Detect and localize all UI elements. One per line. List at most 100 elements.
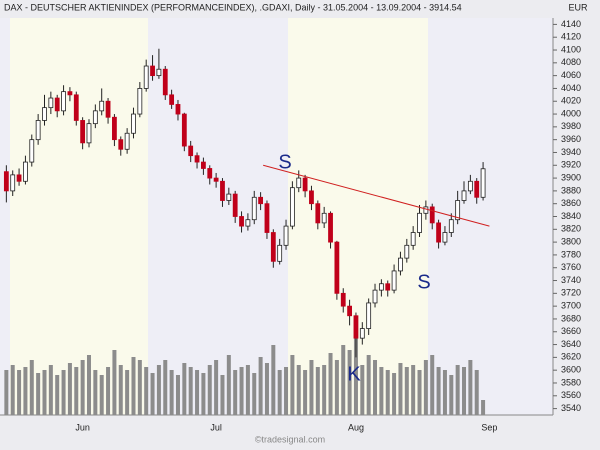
candle-body	[150, 65, 155, 77]
candle-body	[226, 193, 232, 201]
y-tick-label: 3560	[561, 390, 581, 400]
candle-body	[404, 244, 410, 259]
candle-body	[455, 200, 461, 221]
candle-body	[194, 155, 200, 163]
volume-bar	[182, 363, 187, 415]
candle-body	[328, 212, 333, 243]
candle-body	[131, 113, 136, 134]
volume-bar	[220, 375, 225, 415]
y-tick-label: 3700	[561, 301, 581, 311]
candle-body	[162, 68, 168, 96]
y-tick-label: 4080	[561, 57, 581, 67]
candle-body	[124, 132, 130, 150]
volume-bar	[290, 355, 295, 415]
candle-body	[188, 145, 194, 157]
volume-bar	[417, 370, 422, 415]
volume-bar	[411, 365, 416, 415]
candle-body	[105, 100, 111, 118]
y-tick-label: 3980	[561, 121, 581, 131]
credit: ©tradesignal.com	[255, 434, 325, 444]
candle-body	[391, 270, 397, 291]
candle-body	[213, 177, 219, 182]
volume-bar	[347, 350, 352, 415]
volume-bar	[61, 370, 66, 415]
candle-body	[137, 88, 143, 115]
y-tick-label: 3720	[561, 288, 581, 298]
y-tick-label: 4100	[561, 44, 581, 54]
y-tick-label: 4040	[561, 83, 581, 93]
volume-bar	[125, 370, 130, 415]
volume-bar	[392, 373, 397, 415]
y-tick-label: 4000	[561, 108, 581, 118]
candle-body	[48, 97, 54, 109]
volume-bar	[67, 363, 72, 415]
volume-bar	[430, 355, 435, 415]
volume-bar	[150, 373, 155, 415]
volume-bar	[207, 365, 212, 415]
y-tick-label: 3760	[561, 262, 581, 272]
volume-bar	[353, 320, 358, 415]
volume-bar	[10, 365, 15, 415]
candle-body	[309, 190, 314, 205]
y-tick-label: 4060	[561, 70, 581, 80]
candle-body	[16, 174, 22, 182]
candle-body	[99, 100, 105, 112]
volume-bar	[423, 360, 428, 415]
candle-body	[296, 177, 302, 189]
volume-bar	[322, 365, 327, 415]
candle-body	[289, 187, 295, 227]
candle-body	[80, 120, 86, 144]
volume-bar	[258, 357, 263, 415]
candle-body	[423, 206, 429, 214]
volume-bar	[341, 345, 346, 415]
y-tick-label: 3600	[561, 365, 581, 375]
y-tick-label: 3940	[561, 147, 581, 157]
candle-body	[321, 212, 327, 224]
volume-bar	[309, 360, 314, 415]
volume-bar	[442, 370, 447, 415]
candle-body	[143, 65, 149, 89]
y-tick-label: 4020	[561, 96, 581, 106]
candle-body	[61, 91, 66, 112]
candle-body	[398, 257, 403, 272]
volume-bar	[169, 370, 174, 415]
volume-bar	[360, 365, 365, 415]
candle-body	[23, 161, 28, 182]
candle-body	[86, 123, 92, 144]
candle-body	[359, 328, 365, 339]
candle-body	[429, 206, 435, 224]
volume-bar	[48, 365, 53, 415]
volume-bar	[42, 370, 47, 415]
volume-bar	[334, 360, 339, 415]
volume-bar	[106, 367, 111, 415]
volume-bar	[233, 370, 238, 415]
volume-bar	[29, 360, 34, 415]
candle-body	[302, 177, 308, 192]
volume-bar	[462, 367, 467, 415]
candle-body	[461, 190, 467, 201]
candle-body	[474, 180, 480, 198]
candle-body	[42, 107, 47, 121]
volume-bar	[245, 365, 250, 415]
annotation: S	[278, 151, 291, 173]
volume-bar	[239, 367, 244, 415]
candle-body	[35, 120, 41, 141]
annotation: S	[417, 271, 430, 293]
volume-bar	[455, 365, 460, 415]
volume-bar	[284, 367, 289, 415]
currency: EUR	[568, 2, 588, 12]
chart-title: DAX - DEUTSCHER AKTIENINDEX (PERFORMANCE…	[4, 2, 462, 12]
volume-bar	[385, 370, 390, 415]
candle-body	[29, 139, 35, 163]
candle-body	[112, 116, 117, 141]
candle-body	[385, 283, 391, 291]
y-tick-label: 3620	[561, 352, 581, 362]
candle-body	[480, 168, 486, 198]
volume-bar	[468, 360, 473, 415]
candle-body	[245, 219, 251, 227]
candle-body	[270, 232, 276, 262]
volume-bar	[195, 370, 200, 415]
y-tick-label: 3680	[561, 313, 581, 323]
candle-body	[347, 305, 352, 317]
volume-bar	[80, 360, 85, 415]
